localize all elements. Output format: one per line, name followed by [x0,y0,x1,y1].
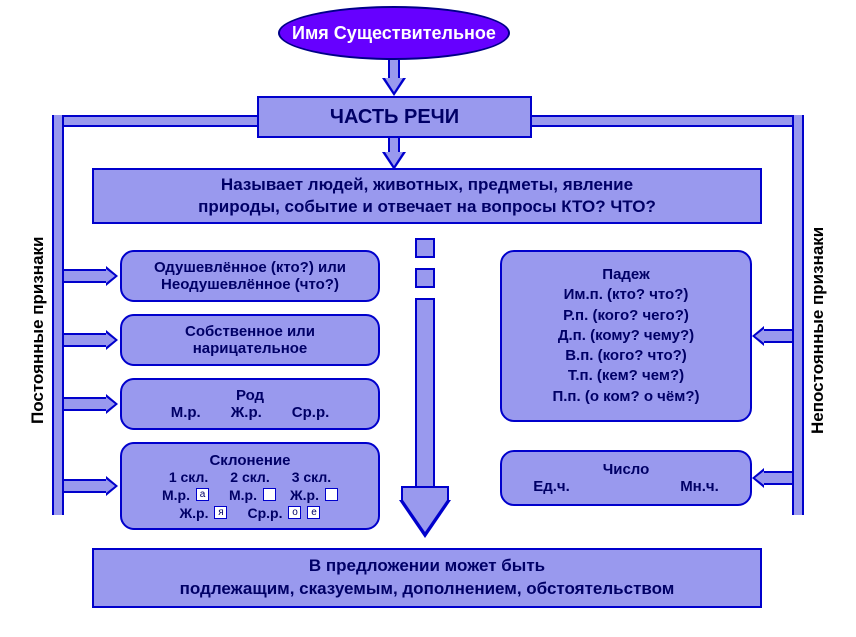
case-nom: Им.п. (кто? что?) [564,285,689,305]
tiny-e: е [307,506,320,519]
case-gen: Р.п. (кого? чего?) [563,306,689,326]
tiny-ya: я [214,506,227,519]
gender-box: Род М.р. Ж.р. Ср.р. [120,378,380,430]
case-title: Падеж [602,265,649,285]
d1: 1 скл. [169,469,208,485]
conn-l1 [64,269,108,283]
tiny-a: а [196,488,209,501]
right-label: Непостоянные признаки [808,200,828,460]
number-box: Число Ед.ч. Мн.ч. [500,450,752,506]
gender-n: Ср.р. [292,404,330,421]
bigarrow-wings [401,486,449,500]
bigarrow-seg2 [415,268,435,288]
sentence-role-line1: В предложении может быть [309,555,545,578]
gender-title: Род [236,387,264,404]
conn-l3-tip [106,394,118,414]
title-text: Имя Существительное [292,23,496,44]
description-line2: природы, событие и отвечает на вопросы К… [198,196,656,218]
tiny-empty2 [325,488,338,501]
tiny-o: о [288,506,301,519]
bigarrow-tip-fill [403,500,447,532]
proper-line1: Собственное или [185,323,315,340]
conn-r2 [764,471,792,485]
conn-r2-tip [752,468,764,488]
frame-left [52,115,64,515]
declension-box: Склонение 1 скл. 2 скл. 3 скл. М.р.а М.р… [120,442,380,530]
proper-box: Собственное или нарицательное [120,314,380,366]
conn-r1-tip [752,326,764,346]
conn-l4-tip [106,476,118,496]
d3: 3 скл. [292,469,331,485]
description-box: Называет людей, животных, предметы, явле… [92,168,762,224]
conn-l4 [64,479,108,493]
proper-line2: нарицательное [193,340,308,357]
gender-m: М.р. [171,404,201,421]
case-acc: В.п. (кого? что?) [565,346,687,366]
case-ins: Т.п. (кем? чем?) [568,366,684,386]
description-line1: Называет людей, животных, предметы, явле… [221,174,633,196]
conn-l1-tip [106,266,118,286]
animate-box: Одушевлённое (кто?) или Неодушевлённое (… [120,250,380,302]
animate-line2: Неодушевлённое (что?) [161,276,339,293]
left-label: Постоянные признаки [28,220,48,440]
animate-line1: Одушевлённое (кто?) или [154,259,346,276]
number-pl: Мн.ч. [680,478,719,495]
arrow1-tip-fill [385,78,403,92]
part-of-speech-text: ЧАСТЬ РЕЧИ [330,106,459,129]
gender-f: Ж.р. [231,404,262,421]
case-box: Падеж Им.п. (кто? что?) Р.п. (кого? чего… [500,250,752,422]
arrow1-shaft [388,60,400,80]
part-of-speech-box: ЧАСТЬ РЕЧИ [257,96,532,138]
sentence-role-line2: подлежащим, сказуемым, дополнением, обст… [180,578,675,601]
conn-r1 [764,329,792,343]
frame-right [792,115,804,515]
sentence-role-box: В предложении может быть подлежащим, ска… [92,548,762,608]
arrow2-tip-fill [385,152,403,166]
case-pre: П.п. (о ком? о чём?) [552,387,699,407]
tiny-empty1 [263,488,276,501]
number-title: Число [603,461,650,478]
bigarrow-seg1 [415,238,435,258]
number-sg: Ед.ч. [533,478,570,495]
bigarrow-shaft [415,298,435,488]
title-ellipse: Имя Существительное [278,6,510,60]
case-dat: Д.п. (кому? чему?) [558,326,694,346]
conn-l2-tip [106,330,118,350]
declension-title: Склонение [209,452,290,469]
d2: 2 скл. [230,469,269,485]
noun-diagram: Имя Существительное ЧАСТЬ РЕЧИ Называет … [0,0,856,637]
conn-l3 [64,397,108,411]
conn-l2 [64,333,108,347]
